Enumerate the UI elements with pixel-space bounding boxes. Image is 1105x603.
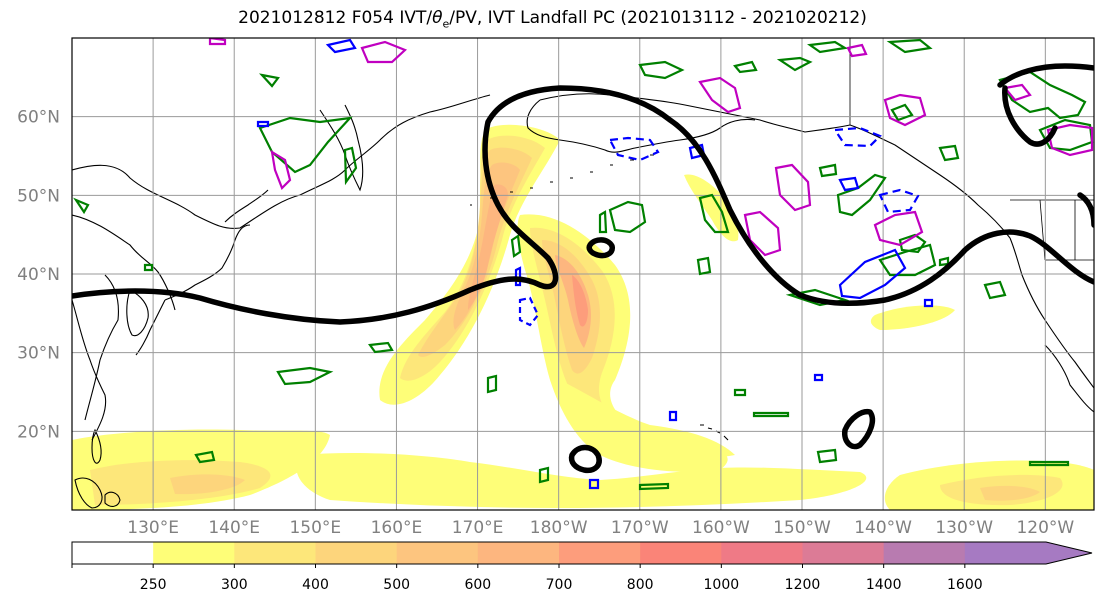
pv-contours bbox=[73, 38, 1094, 491]
colorbar-extend-arrow bbox=[1046, 542, 1092, 564]
colorbar-label: 300 bbox=[221, 577, 248, 593]
lon-label: 180°W bbox=[530, 518, 588, 538]
colorbar-segment bbox=[883, 542, 966, 564]
colorbar-label: 700 bbox=[546, 577, 573, 593]
lon-label: 160°W bbox=[692, 518, 750, 538]
colorbar-label: 1400 bbox=[866, 577, 902, 593]
colorbar-label: 1600 bbox=[947, 577, 983, 593]
lon-label: 160°E bbox=[371, 518, 423, 538]
colorbar-segment bbox=[721, 542, 803, 564]
title-theta-sub: e bbox=[442, 17, 450, 31]
colorbar-label: 250 bbox=[140, 577, 167, 593]
colorbar-segment bbox=[477, 542, 560, 564]
colorbar-label: 500 bbox=[383, 577, 410, 593]
colorbar-label: 1200 bbox=[785, 577, 821, 593]
lon-label: 130°W bbox=[935, 518, 993, 538]
colorbar-segment bbox=[315, 542, 398, 564]
title-suffix: /PV, IVT Landfall PC (2021013112 - 20210… bbox=[449, 8, 867, 28]
colorbar-label: 1000 bbox=[704, 577, 740, 593]
map-panel bbox=[72, 38, 1094, 510]
colorbar-label: 400 bbox=[302, 577, 329, 593]
colorbar-segment bbox=[234, 542, 316, 564]
colorbar-label: 600 bbox=[464, 577, 491, 593]
lat-label: 40°N bbox=[17, 265, 60, 285]
lon-label: 120°W bbox=[1016, 518, 1074, 538]
lon-label: 150°E bbox=[289, 518, 341, 538]
colorbar-segment bbox=[396, 542, 479, 564]
figure-title: 2021012812 F054 IVT/θe/PV, IVT Landfall … bbox=[0, 8, 1105, 30]
colorbar-segment bbox=[559, 542, 641, 564]
lat-label: 30°N bbox=[17, 344, 60, 364]
map-frame bbox=[71, 37, 1095, 511]
lat-label: 60°N bbox=[17, 108, 60, 128]
lon-label: 140°E bbox=[208, 518, 260, 538]
colorbar-segment bbox=[72, 542, 154, 564]
colorbar-segment bbox=[802, 542, 885, 564]
colorbar-segment bbox=[964, 542, 1047, 564]
longitude-labels: 130°E 140°E 150°E 160°E 170°E 180°W 170°W 160°W… bbox=[127, 518, 1074, 538]
lon-label: 150°W bbox=[773, 518, 831, 538]
lat-label: 50°N bbox=[17, 186, 60, 206]
map-grid bbox=[72, 38, 1094, 510]
colorbar: 250 300 400 500 600 700 800 1000 1200 1400 1600 bbox=[71, 541, 1093, 593]
lat-label: 20°N bbox=[17, 422, 60, 442]
colorbar-segment bbox=[640, 542, 722, 564]
title-theta: θ bbox=[432, 8, 443, 28]
title-prefix: 2021012812 F054 IVT/ bbox=[238, 8, 433, 28]
latitude-labels: 60°N 50°N 40°N 30°N 20°N bbox=[17, 108, 60, 443]
lon-label: 140°W bbox=[854, 518, 912, 538]
colorbar-segment bbox=[153, 542, 235, 564]
landfall-pc-contours bbox=[72, 63, 1094, 474]
lon-label: 170°E bbox=[452, 518, 504, 538]
theta-e-warm-contours bbox=[208, 38, 1094, 257]
theta-e-cold-contours bbox=[256, 38, 934, 490]
lon-label: 130°E bbox=[127, 518, 179, 538]
colorbar-label: 800 bbox=[627, 577, 654, 593]
colorbar-outline bbox=[71, 541, 1093, 565]
lon-label: 170°W bbox=[611, 518, 669, 538]
